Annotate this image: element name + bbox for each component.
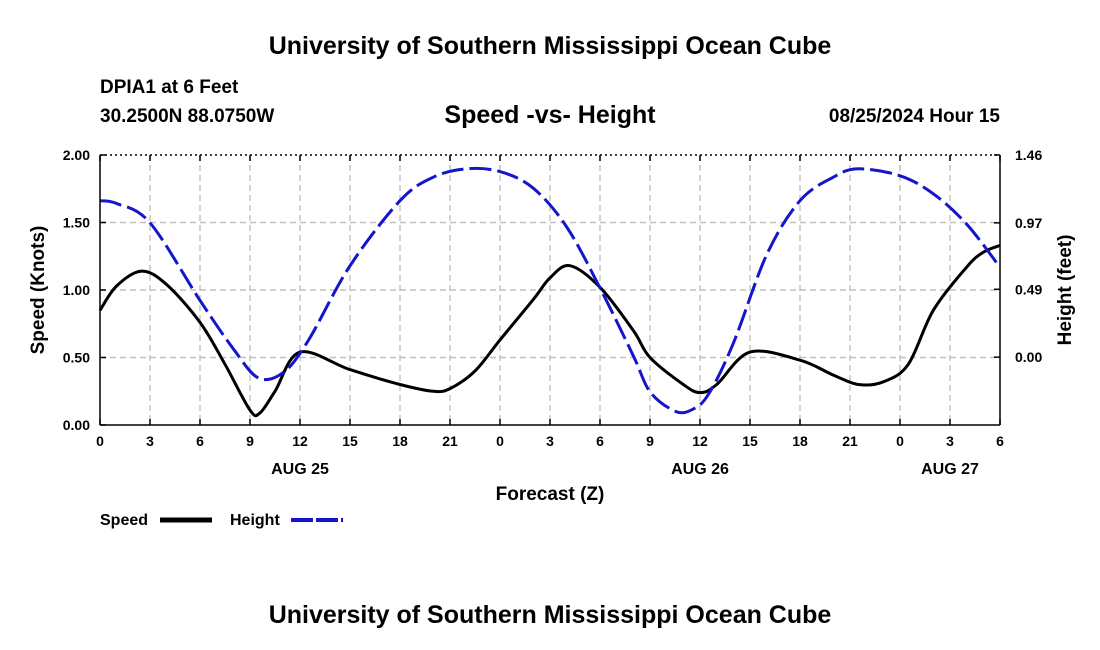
series-layer xyxy=(98,166,1002,418)
legend-speed-label: Speed xyxy=(100,512,148,529)
chart-subtitle: Speed -vs- Height xyxy=(444,101,656,129)
date-label: AUG 27 xyxy=(921,461,979,478)
x-tick-label: 15 xyxy=(742,433,758,449)
x-tick-label: 9 xyxy=(646,433,654,449)
axes-layer xyxy=(99,154,1001,426)
right-tick-label: 0.97 xyxy=(1015,215,1042,231)
station-label: DPIA1 at 6 Feet xyxy=(100,77,239,98)
left-tick-label: 1.00 xyxy=(63,282,90,298)
legend: Speed Height xyxy=(100,512,343,529)
forecast-datetime: 08/25/2024 Hour 15 xyxy=(828,106,1000,127)
right-tick-label: 1.46 xyxy=(1015,147,1042,163)
left-tick-label: 1.50 xyxy=(63,215,90,231)
x-tick-label: 0 xyxy=(496,433,504,449)
right-axis-title: Height (feet) xyxy=(1055,235,1076,346)
x-tick-label: 3 xyxy=(146,433,154,449)
x-tick-label: 0 xyxy=(96,433,104,449)
legend-height-label: Height xyxy=(230,512,280,529)
x-axis-title: Forecast (Z) xyxy=(496,484,605,505)
x-tick-label: 9 xyxy=(246,433,254,449)
x-tick-label: 21 xyxy=(442,433,458,449)
x-tick-label: 12 xyxy=(692,433,708,449)
date-label: AUG 26 xyxy=(671,461,729,478)
x-tick-label: 12 xyxy=(292,433,308,449)
x-tick-label: 18 xyxy=(392,433,408,449)
x-tick-label: 15 xyxy=(342,433,358,449)
labels-layer: 0 3 6 9 12 15 18 21 0 3 6 9 12 15 18 21 0 3 6 0.00 0.50 1.00 1… xyxy=(63,147,1043,478)
x-tick-label: 3 xyxy=(546,433,554,449)
x-tick-label: 6 xyxy=(996,433,1004,449)
left-axis-title: Speed (Knots) xyxy=(28,226,49,355)
footer-title: University of Southern Mississippi Ocean… xyxy=(268,601,832,629)
x-tick-label: 18 xyxy=(792,433,808,449)
series-line-height xyxy=(99,166,1002,415)
right-tick-label: 0.49 xyxy=(1015,281,1042,297)
left-tick-label: 0.50 xyxy=(63,350,90,366)
left-tick-label: 2.00 xyxy=(63,147,90,163)
x-tick-label: 0 xyxy=(896,433,904,449)
x-tick-label: 6 xyxy=(596,433,604,449)
x-tick-label: 6 xyxy=(196,433,204,449)
x-tick-label: 21 xyxy=(842,433,858,449)
coordinates-label: 30.2500N 88.0750W xyxy=(100,106,275,127)
left-tick-label: 0.00 xyxy=(63,417,90,433)
grid-layer xyxy=(100,155,1000,425)
right-tick-label: 0.00 xyxy=(1015,349,1042,365)
page-title: University of Southern Mississippi Ocean… xyxy=(268,32,832,60)
date-label: AUG 25 xyxy=(271,461,329,478)
series-line-speed xyxy=(98,244,1001,418)
x-tick-label: 3 xyxy=(946,433,954,449)
